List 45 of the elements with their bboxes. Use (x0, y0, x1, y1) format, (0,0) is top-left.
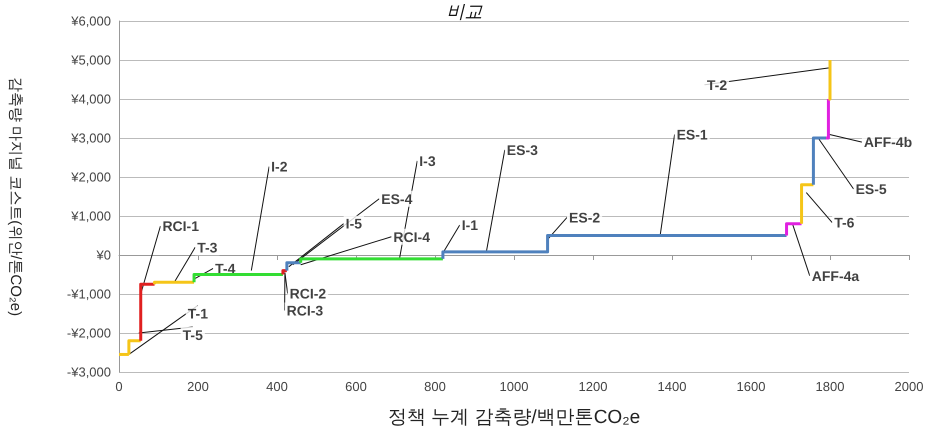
annotation: ES-2 (569, 209, 600, 226)
x-tick-label: 200 (187, 379, 209, 394)
annotation: T-5 (182, 327, 204, 343)
annotation: RCI-3 (286, 302, 324, 318)
annotation: ES-5 (856, 181, 887, 197)
x-tick-label: 400 (266, 379, 288, 394)
chart-title: 비교 (446, 2, 484, 22)
annotation: AFF-4a (812, 268, 860, 284)
x-tick-label: 1400 (658, 379, 686, 394)
y-tick-label: -¥1,000 (66, 286, 111, 302)
y-tick-label: ¥6,000 (70, 14, 111, 28)
y-tick-label: -¥3,000 (66, 364, 111, 380)
x-tick-label: 800 (424, 379, 446, 394)
x-tick-label: 1000 (500, 379, 528, 394)
annotation: ES-1 (676, 126, 708, 142)
y-tick-label: ¥0 (96, 248, 111, 262)
x-tick-label: 1600 (736, 379, 766, 394)
x-tick-label: 600 (345, 379, 367, 394)
annotation: ES-4 (381, 190, 413, 207)
annotation: T-6 (834, 214, 855, 231)
annotation: I-3 (419, 152, 436, 169)
annotation: I-1 (462, 217, 478, 234)
y-tick-label: -¥2,000 (66, 326, 111, 340)
y-tick-label: ¥1,000 (70, 208, 111, 224)
y-axis-title: 감축량 마지널 코스트(위안/톤CO₂e) (7, 76, 24, 316)
annotation: T-1 (188, 305, 208, 322)
x-tick-label: 2000 (894, 379, 924, 394)
annotation: RCI-1 (162, 218, 200, 234)
x-tick-label: 1200 (578, 379, 608, 394)
y-tick-label: ¥4,000 (70, 92, 111, 106)
annotation: I-2 (271, 158, 288, 175)
y-tick-label: ¥3,000 (70, 130, 111, 146)
annotation: I-5 (346, 216, 362, 232)
y-tick-label: ¥5,000 (70, 52, 111, 68)
x-tick-label: 0 (115, 379, 123, 394)
x-tick-label: 1800 (816, 379, 844, 394)
annotation: T-2 (706, 76, 728, 93)
annotation: RCI-4 (393, 228, 430, 245)
annotation: AFF-4b (864, 134, 912, 150)
annotation: T-4 (215, 260, 236, 276)
y-tick-label: ¥2,000 (70, 170, 111, 184)
annotation: ES-3 (506, 142, 538, 158)
x-axis-title: 정책 누계 감축량/백만톤CO₂e (388, 407, 640, 428)
annotation: RCI-2 (290, 286, 326, 302)
annotation: T-3 (197, 239, 218, 256)
